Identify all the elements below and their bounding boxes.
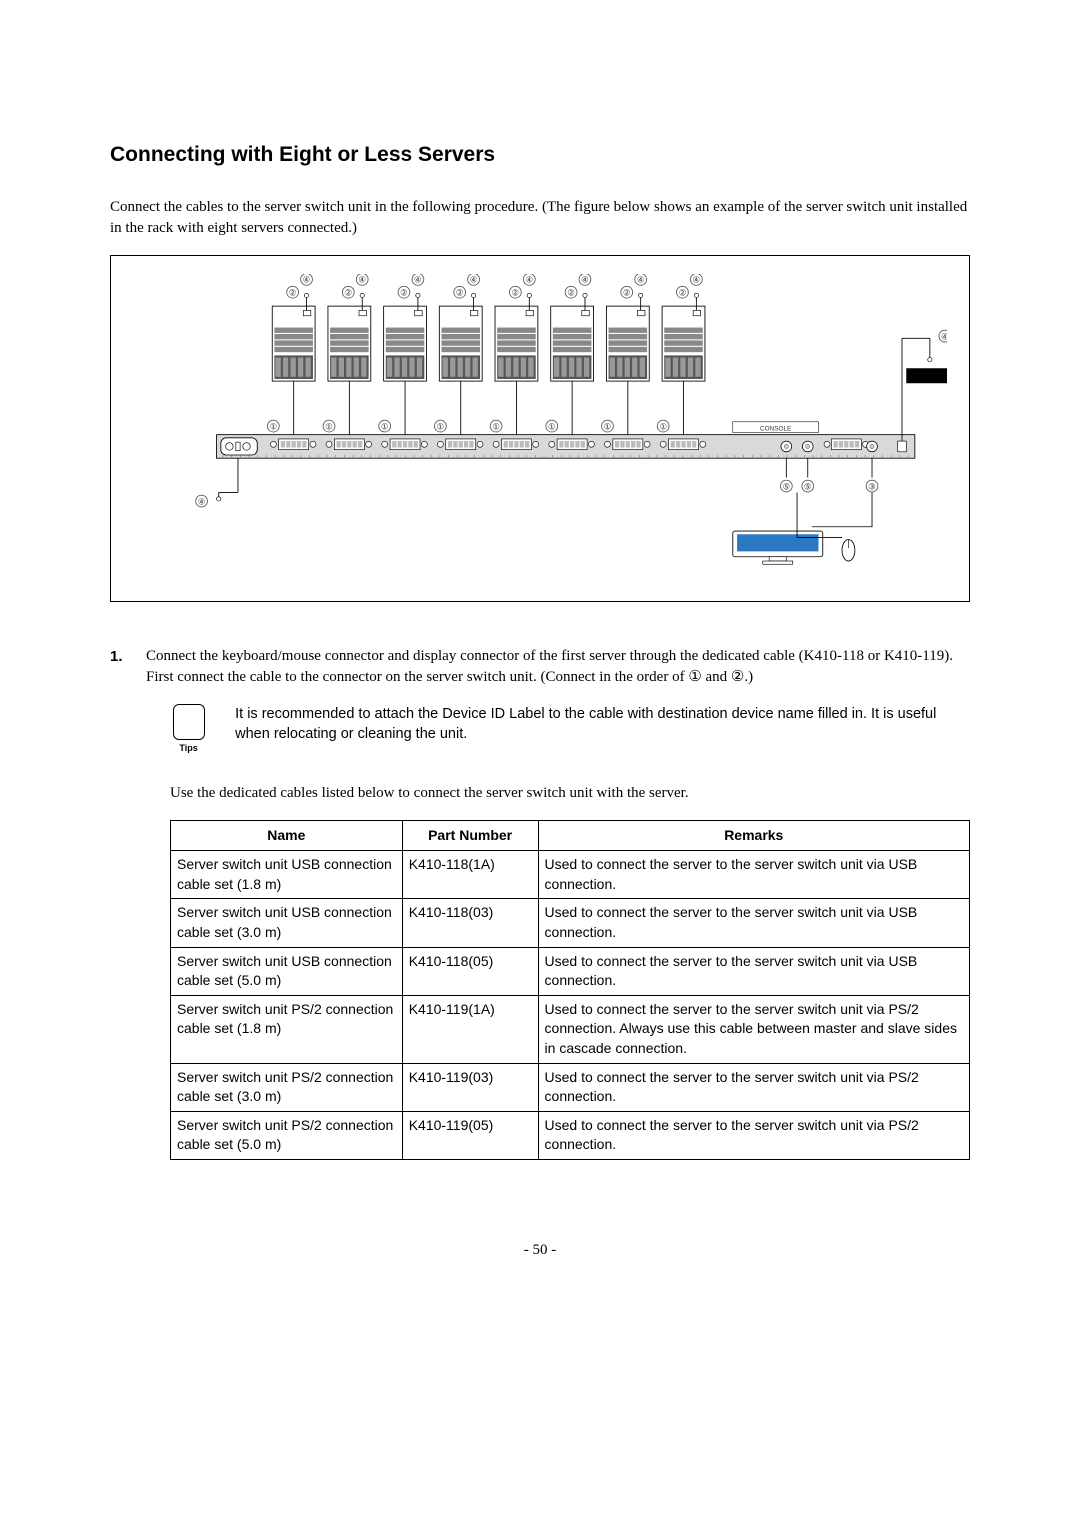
svg-text:②: ② [289, 288, 297, 298]
cell-remarks: Used to connect the server to the server… [538, 851, 969, 899]
svg-text:④: ④ [637, 275, 645, 285]
svg-text:④: ④ [941, 332, 947, 342]
cell-part: K410-118(03) [402, 899, 538, 947]
svg-text:④: ④ [470, 275, 478, 285]
svg-text:⑤: ⑤ [804, 482, 812, 492]
table-row: Server switch unit PS/2 connection cable… [171, 995, 970, 1063]
svg-text:②: ② [512, 288, 520, 298]
svg-text:④: ④ [581, 275, 589, 285]
svg-text:①: ① [604, 422, 612, 432]
table-row: Server switch unit PS/2 connection cable… [171, 1111, 970, 1159]
svg-text:①: ① [659, 422, 667, 432]
table-header-row: Name Part Number Remarks [171, 820, 970, 851]
svg-text:③: ③ [868, 482, 876, 492]
cell-remarks: Used to connect the server to the server… [538, 947, 969, 995]
table-row: Server switch unit USB connection cable … [171, 851, 970, 899]
svg-text:②: ② [623, 288, 631, 298]
tips-label: Tips [170, 742, 207, 755]
connection-diagram: ②④②④②④②④②④②④②④②④①①①①①①①①CONSOLE⑤⑤③④④ [110, 255, 970, 602]
col-header-name: Name [171, 820, 403, 851]
svg-text:②: ② [344, 288, 352, 298]
tips-icon: Tips [170, 704, 207, 755]
col-header-part: Part Number [402, 820, 538, 851]
cell-name: Server switch unit USB connection cable … [171, 851, 403, 899]
svg-text:①: ① [269, 422, 277, 432]
diagram-svg: ②④②④②④②④②④②④②④②④①①①①①①①①CONSOLE⑤⑤③④④ [133, 274, 947, 585]
svg-text:①: ① [548, 422, 556, 432]
svg-text:④: ④ [693, 275, 701, 285]
cell-remarks: Used to connect the server to the server… [538, 899, 969, 947]
svg-text:①: ① [325, 422, 333, 432]
svg-text:①: ① [437, 422, 445, 432]
cable-list-intro: Use the dedicated cables listed below to… [110, 783, 970, 804]
step-1-text: Connect the keyboard/mouse connector and… [146, 648, 953, 685]
table-row: Server switch unit PS/2 connection cable… [171, 1063, 970, 1111]
svg-text:④: ④ [525, 275, 533, 285]
svg-text:②: ② [456, 288, 464, 298]
col-header-remarks: Remarks [538, 820, 969, 851]
table-row: Server switch unit USB connection cable … [171, 947, 970, 995]
step-list: 1. Connect the keyboard/mouse connector … [110, 646, 970, 688]
cell-name: Server switch unit PS/2 connection cable… [171, 995, 403, 1063]
tips-text: It is recommended to attach the Device I… [235, 704, 960, 745]
cell-part: K410-118(1A) [402, 851, 538, 899]
svg-text:④: ④ [303, 275, 311, 285]
tips-block: Tips It is recommended to attach the Dev… [110, 704, 970, 755]
cell-remarks: Used to connect the server to the server… [538, 1063, 969, 1111]
cell-name: Server switch unit PS/2 connection cable… [171, 1063, 403, 1111]
step-1-number: 1. [110, 646, 123, 667]
svg-text:CONSOLE: CONSOLE [760, 426, 791, 433]
table-row: Server switch unit USB connection cable … [171, 899, 970, 947]
step-1: 1. Connect the keyboard/mouse connector … [146, 646, 970, 688]
svg-text:②: ② [400, 288, 408, 298]
svg-text:②: ② [567, 288, 575, 298]
cell-name: Server switch unit PS/2 connection cable… [171, 1111, 403, 1159]
cell-name: Server switch unit USB connection cable … [171, 899, 403, 947]
cell-part: K410-119(03) [402, 1063, 538, 1111]
svg-text:①: ① [492, 422, 500, 432]
cell-remarks: Used to connect the server to the server… [538, 1111, 969, 1159]
svg-text:①: ① [381, 422, 389, 432]
svg-text:④: ④ [198, 497, 206, 507]
cell-part: K410-119(1A) [402, 995, 538, 1063]
cell-part: K410-118(05) [402, 947, 538, 995]
intro-paragraph: Connect the cables to the server switch … [110, 197, 970, 239]
svg-text:④: ④ [414, 275, 422, 285]
page-heading: Connecting with Eight or Less Servers [110, 140, 970, 169]
cell-part: K410-119(05) [402, 1111, 538, 1159]
cell-remarks: Used to connect the server to the server… [538, 995, 969, 1063]
page-number: - 50 - [110, 1240, 970, 1261]
cell-name: Server switch unit USB connection cable … [171, 947, 403, 995]
svg-text:④: ④ [358, 275, 366, 285]
cable-table: Name Part Number Remarks Server switch u… [170, 820, 970, 1160]
svg-text:②: ② [679, 288, 687, 298]
svg-text:⑤: ⑤ [782, 482, 790, 492]
